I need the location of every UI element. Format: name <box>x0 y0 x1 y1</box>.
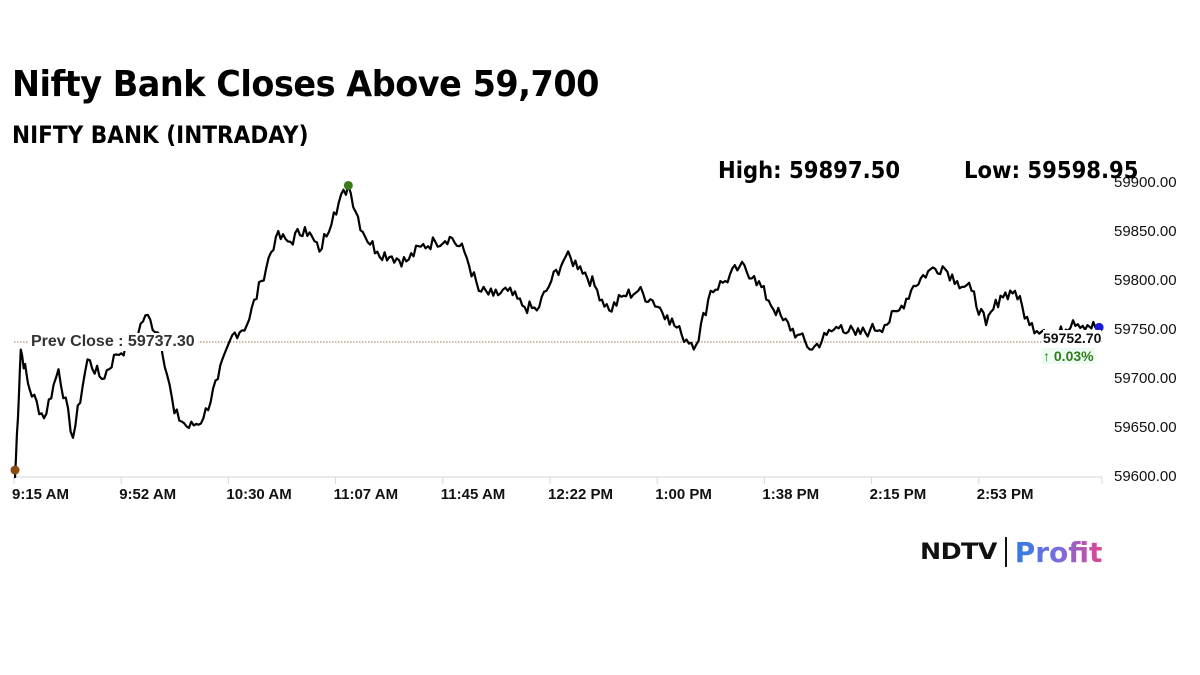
price-line <box>13 184 1100 479</box>
x-tick-label: 2:15 PM <box>869 486 927 503</box>
y-tick-label: 59650.00 <box>1114 419 1177 436</box>
low-marker <box>10 465 20 475</box>
y-tick-label: 59900.00 <box>1114 174 1177 191</box>
x-tick-label: 12:22 PM <box>548 486 614 503</box>
x-tick-label: 11:07 AM <box>333 486 399 503</box>
x-tick-label: 9:15 AM <box>12 486 69 503</box>
y-tick-label: 59850.00 <box>1114 223 1177 240</box>
chart-subtitle: NIFTY BANK (INTRADAY) <box>12 121 309 149</box>
high-value: High: 59897.50 <box>718 158 901 184</box>
page-title: Nifty Bank Closes Above 59,700 <box>12 64 599 105</box>
x-axis-ticks <box>13 477 1103 484</box>
logo-ndtv-text: NDTV <box>920 539 997 565</box>
y-tick-label: 59700.00 <box>1114 370 1177 387</box>
x-tick-label: 11:45 AM <box>440 486 506 503</box>
last-price-marker <box>1094 322 1104 332</box>
x-tick-label: 10:30 AM <box>226 486 292 503</box>
x-tick-label: 9:52 AM <box>119 486 177 503</box>
high-marker <box>343 180 353 190</box>
logo-divider <box>1004 537 1007 567</box>
x-tick-label: 1:00 PM <box>655 486 712 503</box>
change-percent-label: ↑ 0.03% <box>1042 348 1095 364</box>
x-tick-label: 1:38 PM <box>762 486 820 503</box>
x-tick-label: 2:53 PM <box>976 486 1034 503</box>
y-tick-label: 59800.00 <box>1114 272 1177 289</box>
last-price-label: 59752.70 <box>1043 330 1102 346</box>
low-value: Low: 59598.95 <box>964 158 1139 184</box>
prev-close-label: Prev Close : 59737.30 <box>28 333 198 351</box>
y-tick-label: 59750.00 <box>1114 321 1177 338</box>
y-tick-label: 59600.00 <box>1114 468 1177 485</box>
ndtv-profit-logo: NDTV Profit <box>920 532 1102 572</box>
logo-profit-text: Profit <box>1014 535 1103 569</box>
